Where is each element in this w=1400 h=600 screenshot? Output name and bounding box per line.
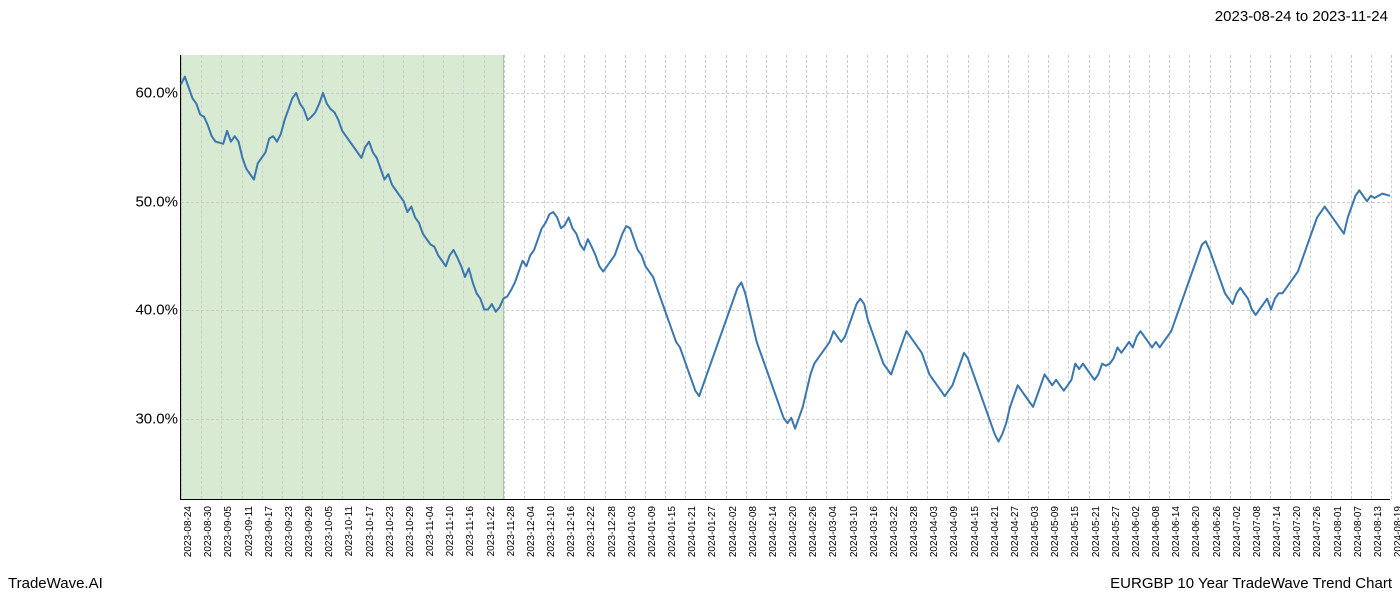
y-tick-label: 50.0% [135,193,178,210]
x-tick-label: 2024-03-22 [889,506,900,557]
x-tick-label: 2023-11-28 [506,506,517,556]
price-line [181,77,1390,442]
x-tick-label: 2024-08-13 [1373,506,1384,557]
x-tick-label: 2023-09-05 [223,506,234,557]
footer-brand: TradeWave.AI [8,575,103,592]
line-series-layer [181,55,1390,499]
x-tick-label: 2024-01-15 [667,506,678,557]
x-tick-label: 2024-01-27 [707,506,718,557]
x-tick-label: 2023-12-10 [546,506,557,557]
y-tick-label: 30.0% [135,410,178,427]
footer-title: EURGBP 10 Year TradeWave Trend Chart [1110,575,1392,592]
x-gridline [1391,55,1392,499]
y-tick-label: 40.0% [135,302,178,319]
x-tick-label: 2023-09-23 [284,506,295,557]
x-tick-label: 2024-03-28 [909,506,920,557]
x-tick-label: 2024-04-21 [990,506,1001,557]
date-range-label: 2023-08-24 to 2023-11-24 [1215,8,1388,25]
x-tick-label: 2023-12-16 [566,506,577,557]
x-tick-label: 2024-02-08 [748,506,759,557]
x-tick-label: 2024-04-15 [970,506,981,557]
x-tick-label: 2023-11-10 [445,506,456,556]
x-tick-label: 2024-04-27 [1010,506,1021,557]
x-tick-label: 2024-08-01 [1333,506,1344,557]
x-tick-label: 2024-05-15 [1070,506,1081,557]
x-tick-label: 2024-03-10 [849,506,860,557]
x-tick-label: 2023-11-16 [465,506,476,556]
chart-plot-area [180,55,1390,500]
x-tick-label: 2024-02-02 [728,506,739,557]
x-tick-label: 2023-12-28 [607,506,618,557]
x-tick-label: 2024-01-03 [627,506,638,557]
x-tick-label: 2024-03-04 [828,506,839,557]
x-tick-label: 2024-07-26 [1312,506,1323,557]
x-tick-label: 2024-06-14 [1171,506,1182,557]
x-tick-label: 2024-02-14 [768,506,779,557]
x-tick-label: 2023-09-17 [264,506,275,557]
x-tick-label: 2024-07-20 [1292,506,1303,557]
x-tick-label: 2023-08-30 [203,506,214,557]
x-tick-label: 2024-02-20 [788,506,799,557]
x-tick-label: 2024-06-26 [1212,506,1223,557]
x-tick-label: 2024-06-08 [1151,506,1162,557]
x-tick-label: 2023-12-22 [586,506,597,557]
x-tick-label: 2024-05-27 [1111,506,1122,557]
x-tick-label: 2023-09-29 [304,506,315,557]
x-tick-label: 2024-06-02 [1131,506,1142,557]
x-tick-label: 2023-10-11 [344,506,355,556]
x-tick-label: 2024-01-21 [687,506,698,557]
x-tick-label: 2024-05-09 [1050,506,1061,557]
x-tick-label: 2023-08-24 [183,506,194,557]
x-tick-label: 2024-03-16 [869,506,880,557]
x-tick-label: 2024-07-14 [1272,506,1283,557]
plot-frame [180,55,1390,500]
x-tick-label: 2023-09-11 [244,506,255,556]
x-tick-label: 2024-08-07 [1353,506,1364,557]
x-tick-label: 2024-05-21 [1091,506,1102,557]
x-tick-label: 2023-10-17 [365,506,376,557]
x-tick-label: 2024-06-20 [1191,506,1202,557]
x-tick-label: 2023-10-05 [324,506,335,557]
x-tick-label: 2023-10-23 [385,506,396,557]
x-tick-label: 2024-08-19 [1393,506,1400,557]
y-tick-label: 60.0% [135,84,178,101]
x-tick-label: 2024-02-26 [808,506,819,557]
x-tick-label: 2023-11-22 [486,506,497,556]
x-tick-label: 2024-07-08 [1252,506,1263,557]
x-tick-label: 2023-12-04 [526,506,537,557]
x-tick-label: 2023-11-04 [425,506,436,556]
x-tick-label: 2024-01-09 [647,506,658,557]
x-tick-label: 2023-10-29 [405,506,416,557]
x-tick-label: 2024-04-03 [929,506,940,557]
x-tick-label: 2024-04-09 [949,506,960,557]
x-tick-label: 2024-05-03 [1030,506,1041,557]
x-tick-label: 2024-07-02 [1232,506,1243,557]
